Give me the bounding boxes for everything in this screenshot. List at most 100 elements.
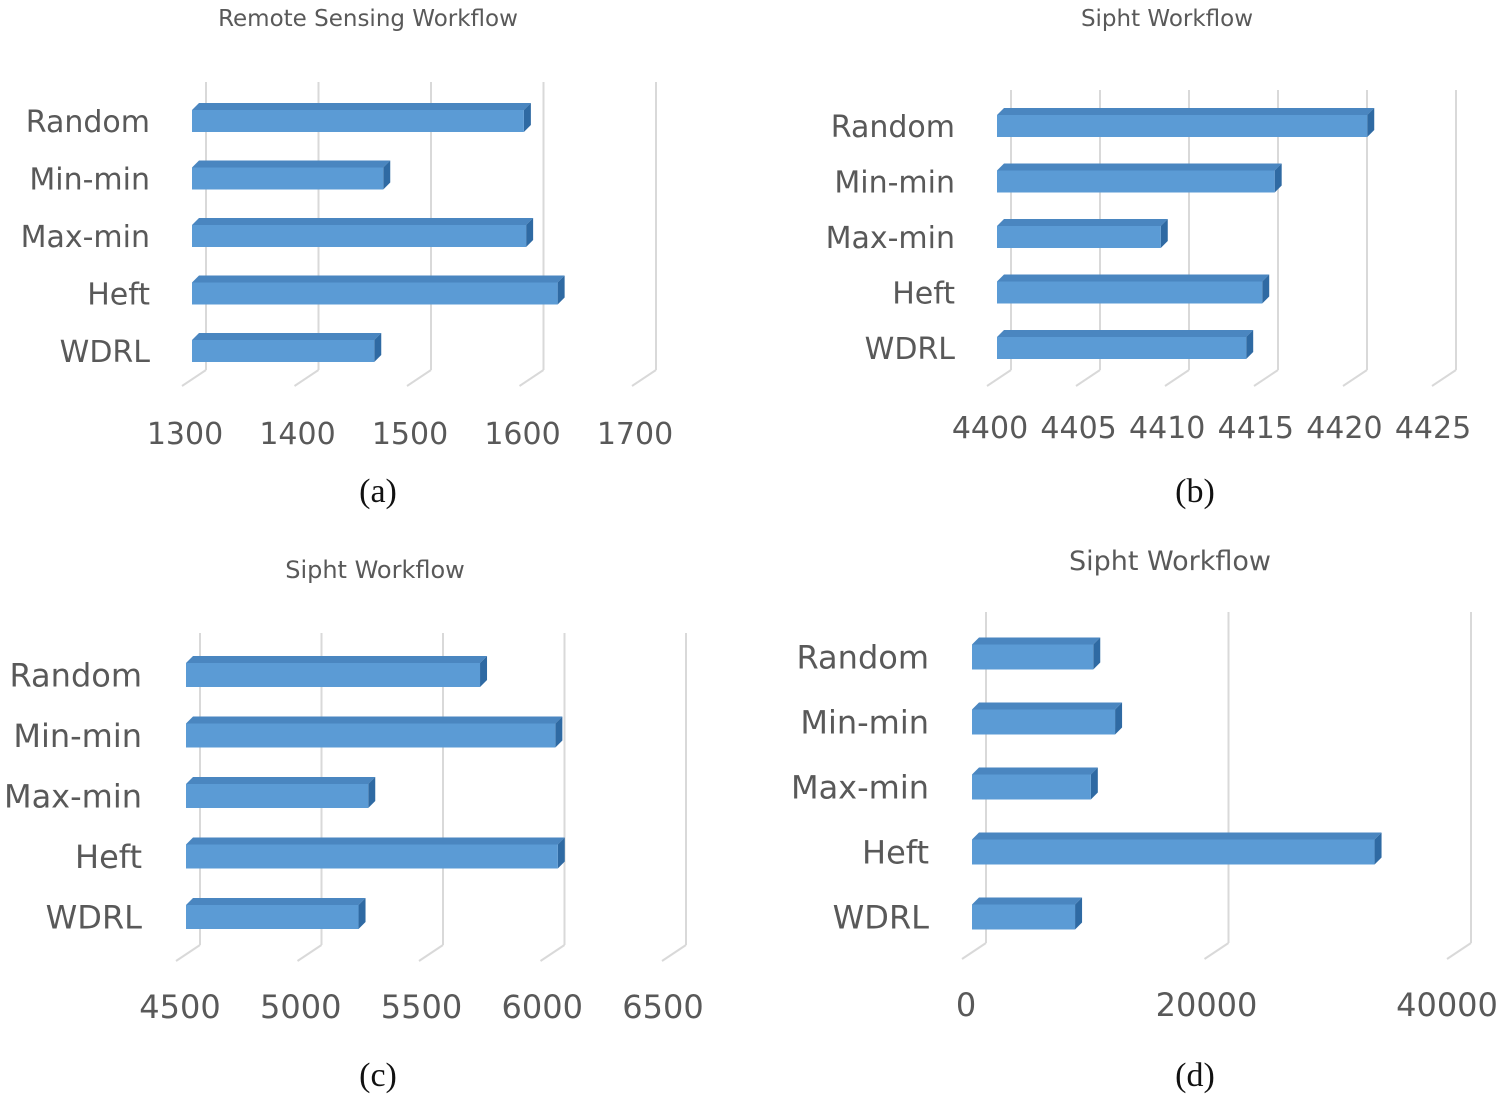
bar <box>186 837 565 869</box>
gridline-floor <box>539 944 566 962</box>
bar <box>997 330 1254 359</box>
bar <box>186 777 376 808</box>
bar <box>972 897 1083 930</box>
bars <box>192 103 565 362</box>
category-label: Min-min <box>13 717 142 755</box>
chart-title: Remote Sensing Workflow <box>218 6 518 32</box>
bar <box>192 103 531 132</box>
bars <box>997 108 1375 359</box>
category-label: Max-min <box>791 769 929 807</box>
gridline-floor <box>181 369 207 387</box>
gridline-floor <box>661 944 687 962</box>
chart-title: Sipht Workflow <box>1081 6 1253 32</box>
category-label: Heft <box>75 838 142 876</box>
bar <box>192 275 565 305</box>
category-labels: Random Min-min Max-min Heft WDRL <box>4 657 142 937</box>
bar <box>186 656 488 687</box>
panel-label: (c) <box>359 1057 397 1094</box>
bar <box>972 702 1123 735</box>
x-tick-label: 1400 <box>259 417 335 452</box>
bar <box>997 219 1168 248</box>
category-label: Max-min <box>4 778 142 816</box>
x-tick-label: 20000 <box>1156 986 1258 1024</box>
x-tick-labels: 0 20000 40000 <box>956 986 1498 1024</box>
gridline-floor <box>1164 369 1190 387</box>
bar <box>186 716 563 748</box>
gridline-floor <box>1203 942 1230 960</box>
category-label: Max-min <box>826 221 955 256</box>
bars <box>972 637 1382 930</box>
category-label: Heft <box>892 276 955 311</box>
gridline-floor <box>296 944 323 962</box>
x-tick-label: 6000 <box>502 988 583 1026</box>
category-label: Heft <box>862 834 929 872</box>
x-tick-label: 4425 <box>1395 411 1471 446</box>
gridline-floor <box>175 944 201 962</box>
category-labels: Random Min-min Max-min Heft WDRL <box>21 105 151 370</box>
gridline-floor <box>1446 942 1472 960</box>
gridline-floor <box>518 369 545 387</box>
category-label: WDRL <box>60 335 151 370</box>
gridline-floor <box>1253 369 1279 387</box>
category-label: WDRL <box>865 332 956 367</box>
x-tick-label: 4500 <box>139 988 220 1026</box>
category-label: WDRL <box>46 899 143 937</box>
category-label: Random <box>831 110 955 145</box>
category-label: Min-min <box>834 165 955 200</box>
gridline-floor <box>418 944 444 962</box>
gridline-floor <box>986 369 1012 387</box>
bar <box>192 160 391 190</box>
x-tick-label: 1700 <box>597 417 673 452</box>
gridline-floor <box>961 942 987 960</box>
x-tick-label: 4405 <box>1040 411 1116 446</box>
category-label: Max-min <box>21 220 150 255</box>
bar <box>997 108 1375 137</box>
bar <box>186 898 366 929</box>
x-tick-label: 4410 <box>1129 411 1205 446</box>
category-label: WDRL <box>833 899 930 937</box>
chart-b: Sipht Workflow Random Min-min Max-min Heft W… <box>826 6 1472 510</box>
chart-title: Sipht Workflow <box>1069 546 1271 577</box>
bar <box>972 832 1382 865</box>
gridline-floor <box>631 369 657 387</box>
bar <box>972 767 1098 800</box>
x-tick-label: 4420 <box>1306 411 1382 446</box>
x-tick-label: 4415 <box>1218 411 1294 446</box>
x-tick-label: 40000 <box>1396 986 1498 1024</box>
bar <box>997 163 1282 193</box>
x-tick-label: 1300 <box>147 417 223 452</box>
panel-label: (d) <box>1175 1057 1215 1094</box>
bar <box>192 333 382 362</box>
bar <box>972 637 1101 670</box>
chart-c: Sipht Workflow Random Min-min Max-min Heft W… <box>4 556 704 1094</box>
x-tick-label: 5500 <box>381 988 462 1026</box>
x-tick-label: 5000 <box>260 988 341 1026</box>
gridline-floor <box>406 369 432 387</box>
gridline-floor <box>1075 369 1101 387</box>
x-tick-label: 1600 <box>484 417 560 452</box>
category-label: Min-min <box>800 704 929 742</box>
chart-d: Sipht Workflow Random Min-min Max-min Heft W… <box>791 546 1498 1094</box>
panel-label: (b) <box>1175 473 1215 510</box>
category-labels: Random Min-min Max-min Heft WDRL <box>826 110 956 367</box>
x-tick-label: 4400 <box>952 411 1028 446</box>
x-tick-label: 6500 <box>622 988 703 1026</box>
x-tick-label: 1500 <box>372 417 448 452</box>
x-tick-labels: 1300 1400 1500 1600 1700 <box>147 417 673 452</box>
chart-a: Remote Sensing Workflow Random Min-min Max… <box>21 6 674 510</box>
x-tick-labels: 4400 4405 4410 4415 4420 4425 <box>952 411 1471 446</box>
x-tick-labels: 4500 5000 5500 6000 6500 <box>139 988 703 1026</box>
category-label: Random <box>26 105 150 140</box>
panel-label: (a) <box>359 473 397 510</box>
bar <box>997 274 1270 304</box>
category-label: Random <box>10 657 142 695</box>
category-label: Heft <box>87 277 150 312</box>
gridline-floor <box>293 369 320 387</box>
bar <box>192 218 534 247</box>
x-tick-label: 0 <box>956 986 976 1024</box>
gridline-floor <box>1431 369 1457 387</box>
category-label: Min-min <box>29 162 150 197</box>
gridline-floor <box>1342 369 1368 387</box>
bars <box>186 656 565 929</box>
